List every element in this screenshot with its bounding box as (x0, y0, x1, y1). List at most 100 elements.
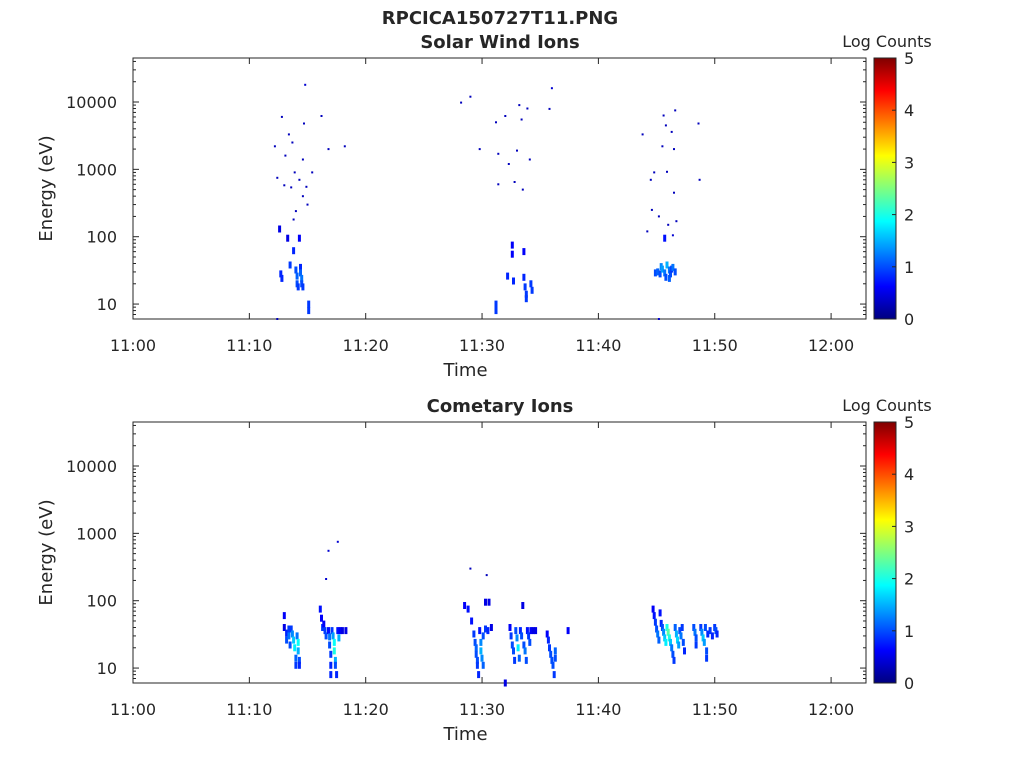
colorbar-tick-label: 3 (904, 153, 914, 172)
heatmap-cell (332, 638, 336, 646)
heatmap-cell (663, 269, 667, 277)
heatmap-cell (504, 115, 507, 117)
heatmap-cells (273, 83, 701, 320)
heatmap-cell (524, 290, 528, 298)
x-axis-label: Time (442, 724, 487, 745)
heatmap-cell (516, 149, 518, 152)
heatmap-cell (676, 636, 679, 644)
heatmap-cell (674, 109, 677, 112)
plot-area (132, 57, 867, 320)
heatmap-cell (657, 318, 660, 320)
heatmap-cell (515, 634, 519, 642)
heatmap-cell (524, 656, 528, 664)
heatmap-cell (665, 624, 669, 631)
x-tick-label: 11:00 (110, 336, 156, 355)
heatmap-cell (297, 656, 301, 664)
colorbar-tick-label: 4 (904, 101, 914, 120)
heatmap-cell (692, 624, 696, 631)
x-tick-label: 11:50 (692, 336, 738, 355)
y-tick-label: 100 (86, 228, 117, 247)
heatmap-cell (664, 273, 668, 281)
heatmap-cell (287, 632, 291, 640)
heatmap-cell (702, 638, 706, 646)
heatmap-cell (306, 203, 309, 206)
heatmap-cell (553, 654, 557, 662)
heatmap-cell (670, 644, 674, 652)
heatmap-cell (329, 671, 333, 679)
heatmap-cell (658, 609, 662, 617)
heatmap-cell (295, 632, 299, 640)
heatmap-cell (513, 656, 517, 664)
heatmap-cell (337, 634, 341, 642)
heatmap-cell (521, 188, 524, 191)
heatmap-cell (288, 261, 292, 269)
heatmap-cell (659, 619, 663, 627)
heatmap-cell (507, 163, 510, 165)
colorbar-tick-label: 0 (904, 674, 914, 693)
y-axis-label: Energy (eV) (36, 499, 57, 605)
heatmap-cell (522, 273, 526, 281)
heatmap-cell (307, 300, 311, 308)
heatmap-cell (548, 644, 551, 652)
heatmap-cell (290, 630, 294, 638)
heatmap-cell (292, 218, 295, 221)
heatmap-cell (327, 148, 330, 151)
heatmap-cell (650, 208, 653, 211)
heatmap-cell (487, 598, 491, 606)
x-tick-label: 11:40 (575, 700, 621, 719)
heatmap-cell (513, 181, 516, 183)
heatmap-cell (523, 647, 527, 655)
heatmap-cell (304, 83, 307, 86)
heatmap-cell (653, 618, 657, 626)
heatmap-cell (663, 634, 667, 642)
heatmap-cell (670, 130, 673, 133)
heatmap-cell (333, 656, 337, 664)
heatmap-cell (641, 133, 644, 136)
heatmap-cell (510, 241, 514, 249)
colorbar-tick-label: 5 (904, 49, 914, 68)
heatmap-cell (475, 656, 479, 664)
heatmap-cell (671, 650, 675, 658)
figure-title: RPCICA150727T11.PNG (382, 8, 618, 29)
heatmap-cell (546, 636, 550, 644)
heatmap-cell (552, 671, 556, 679)
heatmap-cell (480, 654, 484, 662)
heatmap-cell (301, 195, 304, 198)
heatmap-cell (301, 283, 305, 291)
heatmap-cell (282, 612, 286, 620)
heatmap-cell (522, 248, 526, 256)
heatmap-cell (327, 549, 330, 552)
heatmap-cell (469, 95, 472, 98)
heatmap-cell (503, 679, 507, 687)
heatmap-cell (291, 141, 294, 144)
x-axis-label: Time (442, 360, 487, 381)
colorbar-tick-label: 5 (904, 413, 914, 432)
heatmap-cell (287, 625, 291, 633)
heatmap-cell (651, 605, 655, 613)
heatmap-cell (694, 641, 698, 649)
heatmap-cell (667, 223, 670, 226)
heatmap-cell (494, 307, 498, 315)
heatmap-cell (512, 277, 515, 285)
heatmap-cell (545, 630, 549, 638)
x-tick-label: 12:00 (808, 336, 854, 355)
heatmap-cell (343, 145, 346, 148)
heatmap-cell (340, 627, 344, 635)
heatmap-cell (296, 638, 300, 646)
heatmap-cell (667, 634, 671, 642)
heatmap-cell (497, 183, 500, 186)
heatmap-cell (680, 624, 684, 631)
heatmap-cell (653, 269, 657, 277)
colorbar-tick-label: 1 (904, 258, 914, 277)
heatmap-cell (673, 191, 675, 194)
colorbar-tick-label: 1 (904, 622, 914, 641)
heatmap-cell (292, 247, 296, 255)
heatmap-cell (320, 614, 323, 622)
heatmap-cell (328, 633, 332, 641)
heatmap-cell (481, 661, 485, 669)
heatmap-cell (329, 661, 333, 669)
heatmap-cell (667, 266, 671, 274)
colorbar-tick-label: 0 (904, 310, 914, 329)
heatmap-cell (527, 632, 531, 640)
